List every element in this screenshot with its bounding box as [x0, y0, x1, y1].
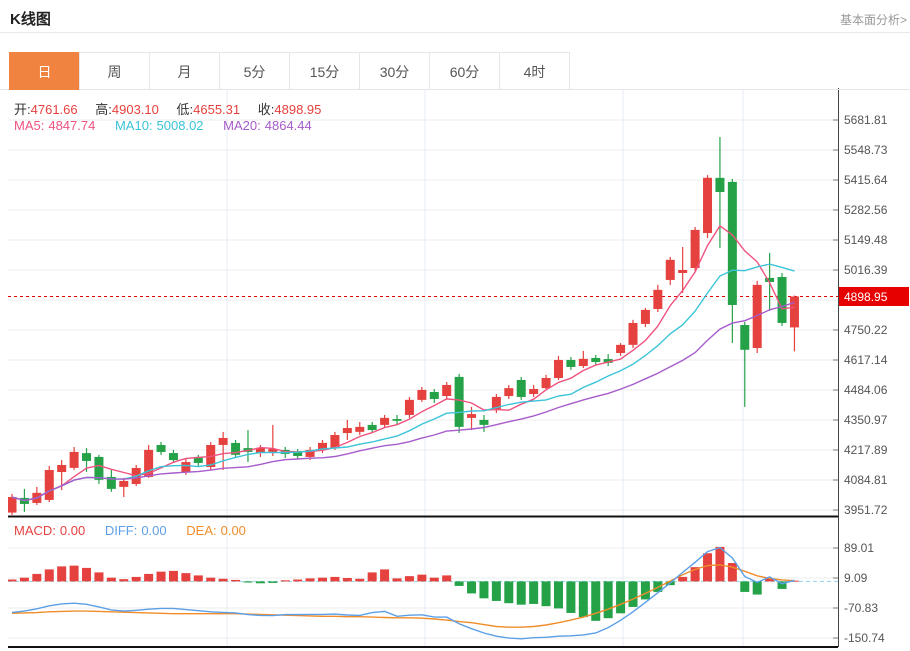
tab-weekly[interactable]: 周: [79, 52, 150, 90]
axis-frame: [8, 88, 839, 648]
svg-text:4484.06: 4484.06: [844, 383, 888, 397]
svg-text:4350.97: 4350.97: [844, 413, 888, 427]
svg-text:5282.56: 5282.56: [844, 203, 888, 217]
current-price-badge: 4898.95: [839, 286, 909, 306]
page-title: K线图: [10, 11, 51, 28]
svg-text:4898.95: 4898.95: [844, 290, 888, 304]
gridlines: [8, 90, 838, 646]
svg-text:5548.73: 5548.73: [844, 143, 888, 157]
svg-text:89.01: 89.01: [844, 541, 874, 555]
candles-layer: [8, 137, 799, 516]
tab-5min[interactable]: 5分: [219, 52, 290, 90]
fundamental-analysis-link[interactable]: 基本面分析>: [839, 13, 907, 27]
tab-60min[interactable]: 60分: [429, 52, 500, 90]
y-axis-labels: 5681.81 5548.73 5415.64 5282.56 5149.48 5016.…: [833, 113, 888, 645]
svg-text:4084.81: 4084.81: [844, 473, 888, 487]
tab-15min[interactable]: 15分: [289, 52, 360, 90]
svg-text:3951.72: 3951.72: [844, 503, 888, 517]
svg-text:9.09: 9.09: [844, 571, 868, 585]
svg-text:-70.83: -70.83: [844, 601, 878, 615]
svg-text:5149.48: 5149.48: [844, 233, 888, 247]
svg-text:4750.22: 4750.22: [844, 323, 888, 337]
svg-text:4217.89: 4217.89: [844, 443, 888, 457]
svg-text:-150.74: -150.74: [844, 631, 885, 645]
macd-histogram: [8, 546, 799, 621]
macd-lines: [11, 546, 795, 640]
tab-monthly[interactable]: 月: [149, 52, 220, 90]
tab-4hour[interactable]: 4时: [499, 52, 570, 90]
svg-text:5681.81: 5681.81: [844, 113, 888, 127]
tab-daily[interactable]: 日: [9, 52, 80, 90]
svg-text:5415.64: 5415.64: [844, 173, 888, 187]
period-tabs: 日 周 月 5分 15分 30分 60分 4时: [9, 52, 570, 90]
svg-text:5016.39: 5016.39: [844, 263, 888, 277]
tab-30min[interactable]: 30分: [359, 52, 430, 90]
svg-text:4617.14: 4617.14: [844, 353, 888, 367]
ma-lines: [11, 224, 795, 502]
header-divider: [0, 32, 910, 33]
